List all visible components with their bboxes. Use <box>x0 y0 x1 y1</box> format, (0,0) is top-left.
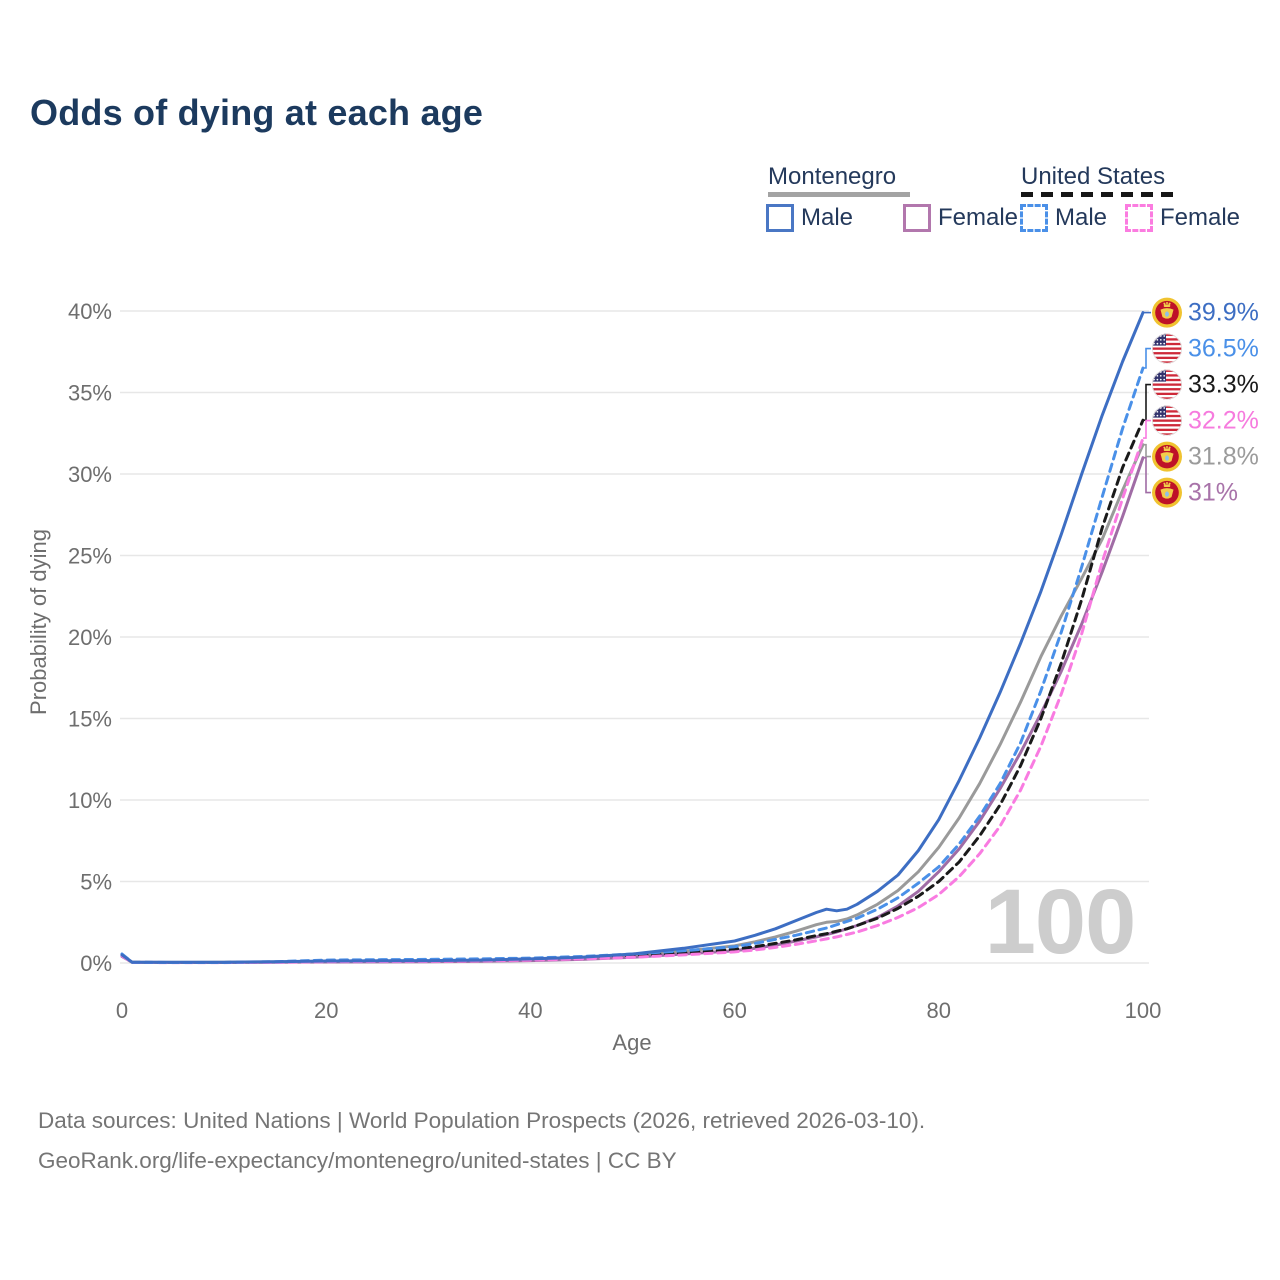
end-value-label-us-both: 33.3% <box>1188 371 1259 399</box>
end-value-label-mne-male: 39.9% <box>1188 299 1259 327</box>
x-tick-label: 60 <box>722 998 746 1023</box>
y-tick-label: 30% <box>68 462 112 487</box>
end-value-label-us-female: 32.2% <box>1188 407 1259 435</box>
x-tick-label: 0 <box>116 998 128 1023</box>
flag-icon-us <box>1152 333 1183 364</box>
label-connector-mne-both <box>1143 443 1151 458</box>
flag-icon-montenegro <box>1152 477 1182 508</box>
legend-united-states-line-swatch <box>1021 192 1174 197</box>
page-title: Odds of dying at each age <box>30 92 484 133</box>
x-tick-label: 100 <box>1125 998 1162 1023</box>
y-tick-label: 40% <box>68 299 112 324</box>
flag-icon-us <box>1152 369 1183 400</box>
legend-label: Female <box>938 204 1019 231</box>
attribution-link-text: GeoRank.org/life-expectancy/montenegro/u… <box>38 1148 677 1173</box>
legend-item-montenegro-female[interactable]: Female <box>903 203 1018 233</box>
y-axis-title: Probability of dying <box>26 529 51 715</box>
legend-label: Female <box>1160 204 1241 231</box>
legend-group-united-states[interactable]: United States <box>1021 163 1166 190</box>
y-tick-label: 25% <box>68 544 112 569</box>
legend-item-us-female[interactable]: Female <box>1125 203 1240 233</box>
watermark-age-100: 100 <box>985 871 1136 973</box>
legend-item-montenegro-male[interactable]: Male <box>766 203 853 233</box>
flag-icon-montenegro <box>1152 297 1182 328</box>
label-connector-us-female <box>1143 419 1151 439</box>
y-tick-label: 0% <box>80 951 112 976</box>
legend-group-montenegro[interactable]: Montenegro <box>768 163 897 190</box>
flag-icon-montenegro <box>1152 441 1182 472</box>
y-tick-label: 5% <box>80 870 112 895</box>
end-value-label-us-male: 36.5% <box>1188 335 1259 363</box>
x-axis-title: Age <box>612 1030 651 1055</box>
end-value-label-mne-both: 31.8% <box>1188 443 1259 471</box>
legend-swatch-montenegro-male <box>766 204 794 232</box>
label-connector-us-male <box>1143 347 1151 369</box>
legend-label: Male <box>1055 204 1108 231</box>
legend-item-us-male[interactable]: Male <box>1020 203 1107 233</box>
legend-swatch-us-male <box>1020 204 1048 232</box>
x-tick-label: 40 <box>518 998 542 1023</box>
label-connector-mne-female <box>1143 456 1151 494</box>
legend-swatch-montenegro-female <box>903 204 931 232</box>
x-tick-label: 20 <box>314 998 338 1023</box>
data-sources-text: Data sources: United Nations | World Pop… <box>38 1108 926 1133</box>
flag-icon-us <box>1152 405 1183 436</box>
legend-swatch-us-female <box>1125 204 1153 232</box>
legend-label: Male <box>801 204 854 231</box>
label-connector-us-both <box>1143 383 1151 421</box>
y-tick-label: 35% <box>68 381 112 406</box>
legend-montenegro-line-swatch <box>768 192 910 197</box>
chart-line-mne-male[interactable] <box>120 311 1145 964</box>
y-tick-label: 15% <box>68 707 112 732</box>
x-tick-label: 80 <box>927 998 951 1023</box>
end-value-label-mne-female: 31% <box>1188 479 1238 507</box>
y-tick-label: 10% <box>68 788 112 813</box>
y-tick-label: 20% <box>68 625 112 650</box>
